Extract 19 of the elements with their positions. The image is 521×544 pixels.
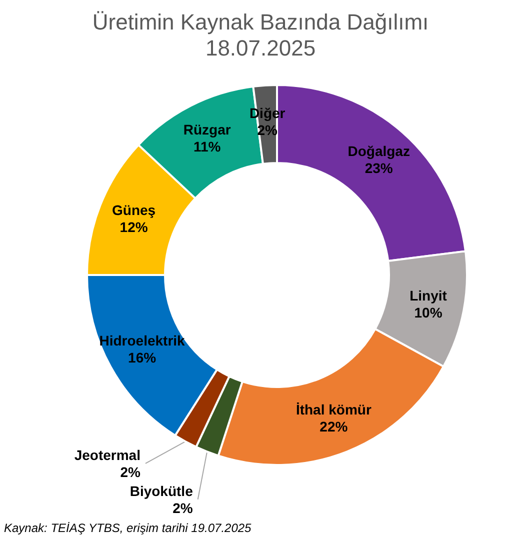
chart-title: Üretimin Kaynak Bazında Dağılımı	[92, 10, 429, 34]
slice-label: Doğalgaz	[348, 142, 410, 159]
slice-label: Linyit	[410, 287, 448, 304]
slice-label: Güneş	[112, 202, 156, 218]
slice-label: Rüzgar	[183, 121, 232, 138]
data-label: 11%	[193, 138, 222, 154]
slice-label: Jeotermal	[74, 446, 140, 463]
chart-subtitle: 18.07.2025	[205, 36, 316, 60]
data-label: 22%	[320, 418, 348, 435]
data-label: 16%	[128, 350, 157, 366]
slice-label: Biyokütle	[130, 482, 194, 499]
slice-label: Hidroelektrik	[99, 332, 186, 349]
data-label: 23%	[364, 160, 394, 176]
slice-label: İthal kömür	[296, 402, 372, 418]
data-label: 10%	[414, 304, 443, 320]
data-label: 2%	[120, 464, 142, 480]
text: Kaynak: TEİAŞ YTBS, erişim tarihi 19.07.2025	[4, 521, 252, 535]
data-label: 12%	[120, 218, 148, 235]
data-label: 2%	[172, 500, 194, 516]
